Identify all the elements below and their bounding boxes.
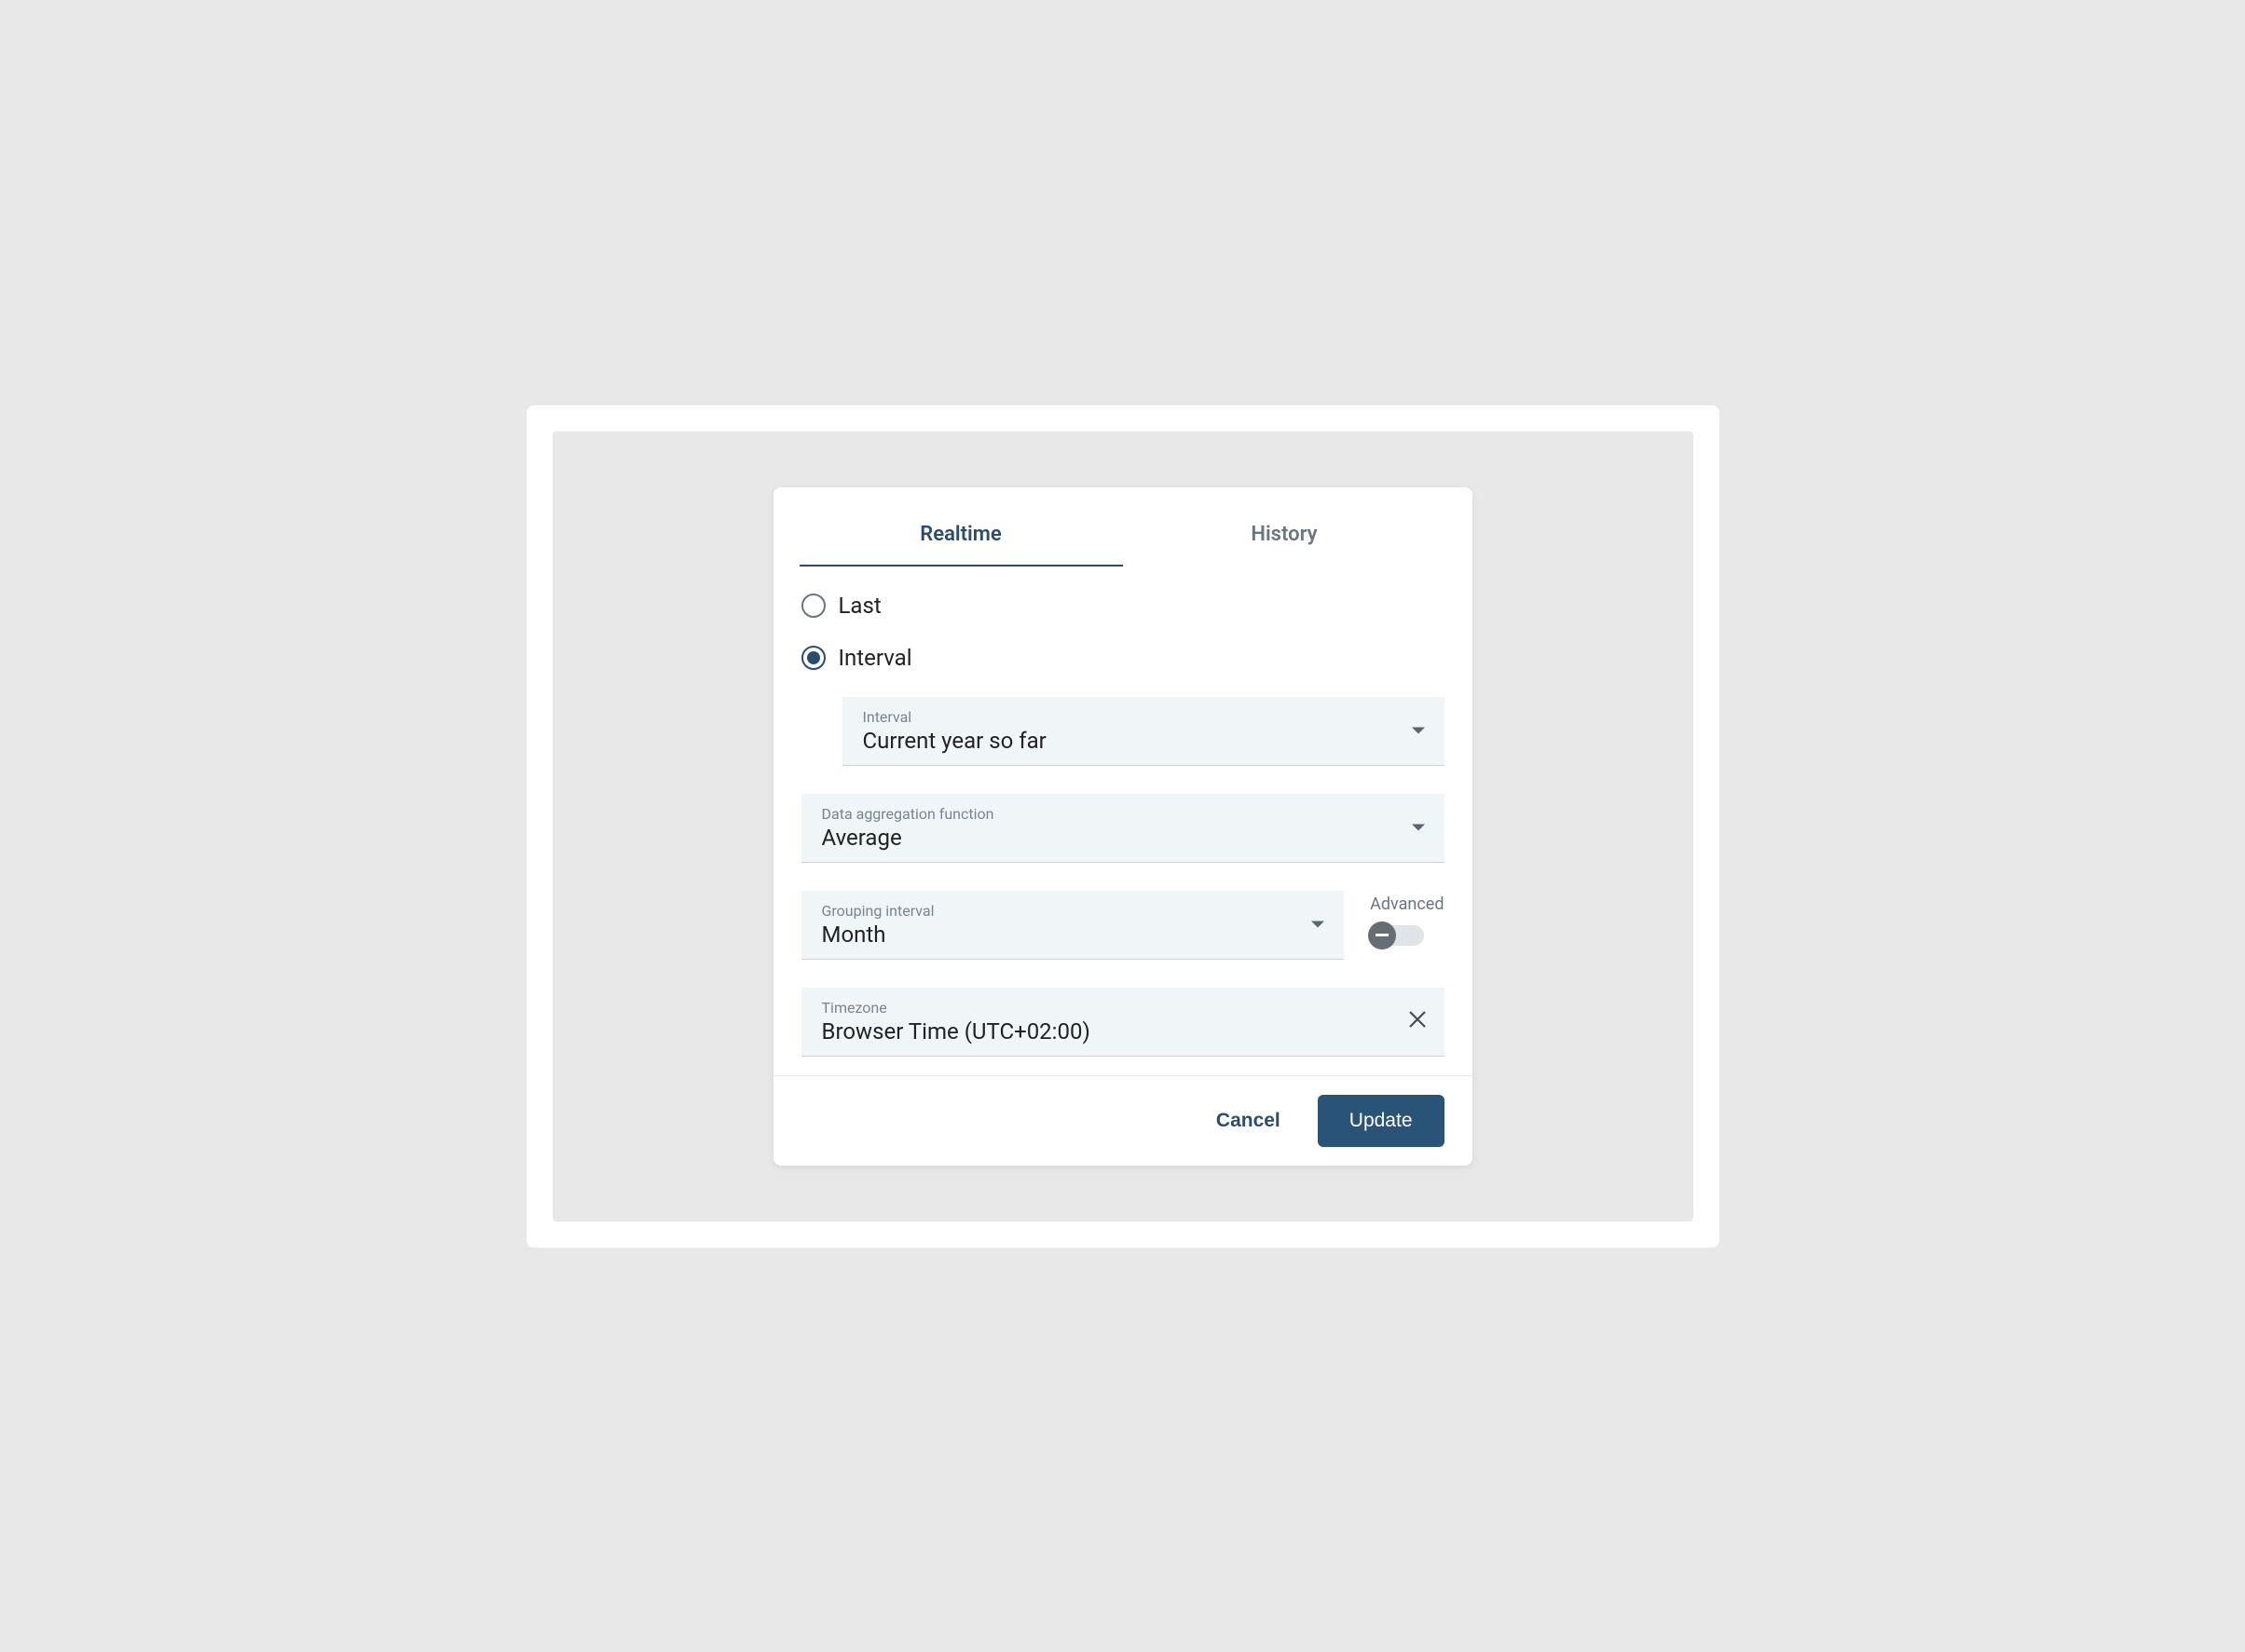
grouping-select-value: Month: [822, 922, 1298, 948]
interval-select[interactable]: Interval Current year so far: [842, 697, 1444, 766]
interval-select-label: Interval: [863, 708, 1398, 726]
tabs: Realtime History: [773, 487, 1472, 567]
dialog-content: Last Interval Interval Current year so f…: [773, 567, 1472, 1075]
grouping-select[interactable]: Grouping interval Month: [801, 891, 1345, 960]
clear-icon[interactable]: [1407, 1009, 1428, 1033]
tab-realtime[interactable]: Realtime: [800, 506, 1123, 567]
grouping-select-label: Grouping interval: [822, 902, 1298, 920]
inner-background: Realtime History Last Interval Interval …: [553, 431, 1693, 1222]
cancel-button[interactable]: Cancel: [1205, 1097, 1292, 1145]
toggle-knob-icon: [1368, 922, 1396, 949]
radio-icon: [801, 594, 826, 618]
radio-dot: [807, 651, 820, 664]
radio-last-label: Last: [839, 593, 882, 619]
advanced-toggle[interactable]: [1370, 925, 1424, 946]
aggregation-select-label: Data aggregation function: [822, 805, 1398, 823]
timezone-field-value: Browser Time (UTC+02:00): [822, 1018, 1398, 1044]
chevron-down-icon: [1310, 916, 1325, 934]
radio-interval[interactable]: Interval: [801, 645, 1444, 671]
chevron-down-icon: [1411, 819, 1426, 837]
advanced-label: Advanced: [1370, 894, 1444, 914]
update-button[interactable]: Update: [1318, 1095, 1444, 1147]
advanced-column: Advanced: [1370, 891, 1444, 946]
radio-icon-selected: [801, 646, 826, 670]
outer-frame: Realtime History Last Interval Interval …: [527, 405, 1719, 1248]
radio-last[interactable]: Last: [801, 593, 1444, 619]
aggregation-select-value: Average: [822, 825, 1398, 851]
timezone-field[interactable]: Timezone Browser Time (UTC+02:00): [801, 988, 1444, 1057]
chevron-down-icon: [1411, 722, 1426, 740]
tab-history[interactable]: History: [1123, 506, 1446, 567]
interval-select-value: Current year so far: [863, 728, 1398, 754]
aggregation-select[interactable]: Data aggregation function Average: [801, 794, 1444, 863]
timezone-field-label: Timezone: [822, 999, 1398, 1017]
dialog-card: Realtime History Last Interval Interval …: [773, 487, 1472, 1166]
dialog-footer: Cancel Update: [773, 1075, 1472, 1166]
radio-interval-label: Interval: [839, 645, 912, 671]
grouping-row: Grouping interval Month Advanced: [801, 891, 1444, 960]
